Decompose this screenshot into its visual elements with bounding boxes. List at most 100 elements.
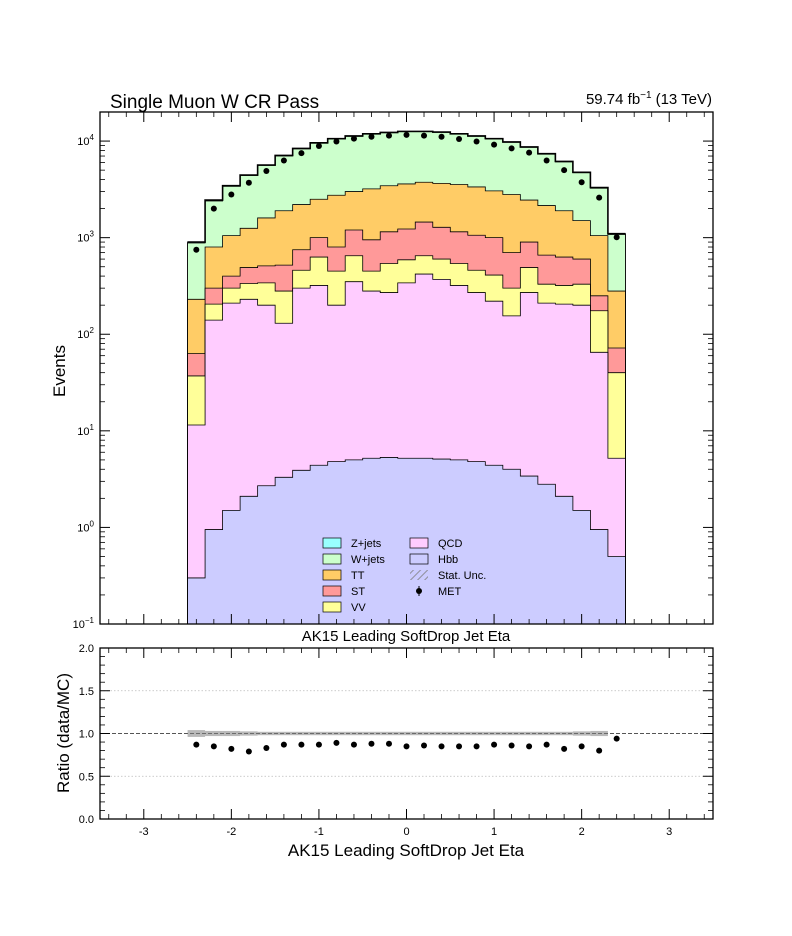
data-point bbox=[210, 205, 217, 212]
ratio-point bbox=[438, 743, 445, 750]
ratio-point bbox=[491, 741, 498, 748]
legend-label: Stat. Unc. bbox=[438, 570, 486, 582]
luminosity-label: 59.74 fb−1 (13 TeV) bbox=[586, 90, 712, 108]
stack-total-outline bbox=[187, 130, 626, 243]
legend-swatch bbox=[409, 537, 429, 549]
stat-unc-bin bbox=[415, 731, 433, 736]
legend-swatch bbox=[322, 585, 342, 597]
y-tick-label: 100 bbox=[77, 519, 94, 534]
x-tick-label: -3 bbox=[139, 826, 149, 838]
legend-swatch bbox=[322, 553, 342, 565]
stat-unc-bin bbox=[275, 731, 293, 736]
data-point bbox=[491, 141, 498, 148]
x-tick-label: -2 bbox=[226, 826, 236, 838]
ratio-point bbox=[596, 747, 603, 754]
legend-label: Hbb bbox=[438, 554, 458, 566]
stat-unc-bin bbox=[310, 731, 328, 736]
legend-label: ST bbox=[351, 586, 365, 598]
legend-label: W+jets bbox=[351, 554, 385, 566]
legend-swatch bbox=[322, 569, 342, 581]
legend-swatch bbox=[322, 601, 342, 613]
data-point bbox=[350, 135, 357, 142]
data-point bbox=[508, 145, 515, 152]
legend-swatch bbox=[322, 537, 342, 549]
main-y-axis-label: Events bbox=[50, 345, 69, 397]
data-points-main bbox=[193, 131, 620, 253]
legend-swatch bbox=[409, 553, 429, 565]
ratio-point bbox=[473, 743, 480, 750]
y-tick-label: 103 bbox=[77, 230, 94, 245]
y-tick-label: 104 bbox=[77, 133, 94, 148]
ratio-y-tick-label: 1.5 bbox=[79, 686, 94, 698]
y-tick-label: 10−1 bbox=[73, 616, 95, 631]
legend-label: MET bbox=[438, 586, 462, 598]
ratio-point bbox=[263, 745, 270, 752]
legend: Z+jets W+jets TT ST VV QCD Hbb Stat. Unc. MET bbox=[322, 537, 486, 614]
data-point bbox=[613, 234, 620, 241]
ratio-point bbox=[613, 735, 620, 742]
x-tick-label: 1 bbox=[491, 826, 497, 838]
stat-unc-bin bbox=[467, 731, 486, 736]
data-point bbox=[561, 167, 568, 174]
x-tick-label: 3 bbox=[666, 826, 672, 838]
x-tick-label: 2 bbox=[579, 826, 585, 838]
x-tick-label: 0 bbox=[403, 826, 409, 838]
data-point bbox=[473, 138, 480, 145]
y-tick-label: 102 bbox=[77, 326, 94, 341]
stat-unc-bin bbox=[205, 730, 223, 737]
data-point bbox=[438, 133, 445, 140]
ratio-point bbox=[403, 743, 410, 750]
ratio-point bbox=[350, 741, 357, 748]
data-point bbox=[421, 132, 428, 139]
stat-unc-bin bbox=[397, 731, 416, 736]
data-point bbox=[543, 157, 550, 164]
data-point bbox=[298, 150, 305, 157]
lumi-value: 59.74 fb bbox=[586, 91, 640, 108]
ratio-point bbox=[543, 741, 550, 748]
ratio-points bbox=[193, 735, 620, 755]
legend-label: TT bbox=[351, 570, 365, 582]
ratio-point bbox=[315, 741, 322, 748]
ratio-point bbox=[561, 745, 568, 752]
stat-unc-bin bbox=[537, 731, 556, 736]
data-point bbox=[280, 157, 287, 164]
main-x-ticks bbox=[108, 112, 705, 624]
stat-unc-bin bbox=[257, 731, 276, 736]
data-point bbox=[526, 149, 533, 156]
stacked-histogram bbox=[187, 130, 626, 624]
stat-unc-bin bbox=[555, 731, 573, 736]
stat-unc-bin bbox=[502, 731, 521, 736]
stat-unc-bin bbox=[222, 730, 241, 737]
stat-unc-bin bbox=[362, 731, 381, 736]
data-point bbox=[368, 133, 375, 140]
stat-unc-bin bbox=[327, 731, 346, 736]
stat-unc-bin bbox=[485, 731, 503, 736]
x-tick-label: -1 bbox=[314, 826, 324, 838]
ratio-point bbox=[385, 740, 392, 747]
ratio-point bbox=[228, 745, 235, 752]
stat-unc-bin bbox=[187, 730, 206, 737]
stat-unc-bin bbox=[450, 731, 468, 736]
ratio-y-axis: 0.0 0.5 1.0 1.5 2.0 bbox=[79, 643, 713, 826]
ratio-point bbox=[421, 742, 428, 749]
ratio-x-axis: -3 -2 -1 0 1 2 3 bbox=[108, 648, 705, 838]
energy-label: (13 TeV) bbox=[656, 91, 712, 108]
ratio-point bbox=[280, 741, 287, 748]
data-point bbox=[596, 194, 603, 201]
ratio-y-tick-label: 0.0 bbox=[79, 814, 94, 826]
ratio-y-tick-label: 0.5 bbox=[79, 771, 94, 783]
legend-swatch bbox=[416, 586, 422, 596]
data-point bbox=[193, 246, 200, 253]
data-point bbox=[456, 136, 463, 143]
lumi-exponent: −1 bbox=[640, 90, 652, 101]
stat-unc-bin bbox=[520, 731, 538, 736]
ratio-y-tick-label: 2.0 bbox=[79, 643, 94, 655]
data-point bbox=[333, 138, 340, 145]
ratio-point bbox=[298, 741, 305, 748]
chart-title: Single Muon W CR Pass bbox=[110, 92, 319, 113]
main-plot-frame bbox=[99, 111, 714, 625]
ratio-point bbox=[456, 743, 463, 750]
data-point bbox=[228, 191, 235, 198]
main-y-axis: 10−1 100 101 102 103 104 bbox=[73, 111, 713, 631]
